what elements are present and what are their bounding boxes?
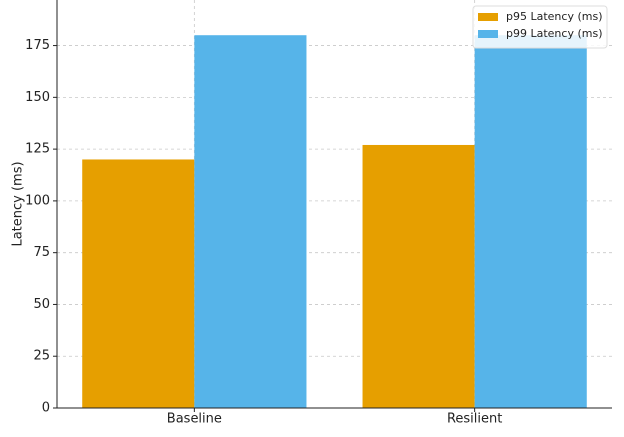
x-tick-label: Baseline — [167, 412, 222, 427]
legend-label: p99 Latency (ms) — [506, 27, 602, 40]
y-axis-label: Latency (ms) — [11, 161, 26, 246]
y-tick-label: 150 — [25, 90, 50, 105]
y-tick-label: 100 — [25, 193, 50, 208]
y-tick-label: 75 — [33, 245, 50, 260]
bar — [82, 159, 195, 408]
legend-swatch — [478, 13, 498, 21]
y-tick-label: 175 — [25, 38, 50, 53]
bar — [362, 144, 475, 409]
y-tick-label: 0 — [42, 401, 50, 416]
legend-label: p95 Latency (ms) — [506, 10, 602, 23]
legend: p95 Latency (ms) p99 Latency (ms) — [472, 5, 608, 49]
bar — [474, 35, 587, 408]
legend-swatch — [478, 30, 498, 38]
bar — [194, 35, 307, 408]
x-tick-label: Resilient — [447, 412, 502, 427]
legend-box — [472, 5, 608, 49]
y-tick-label: 125 — [25, 142, 50, 157]
y-tick-label: 25 — [33, 349, 50, 364]
y-tick-label: 50 — [33, 297, 50, 312]
